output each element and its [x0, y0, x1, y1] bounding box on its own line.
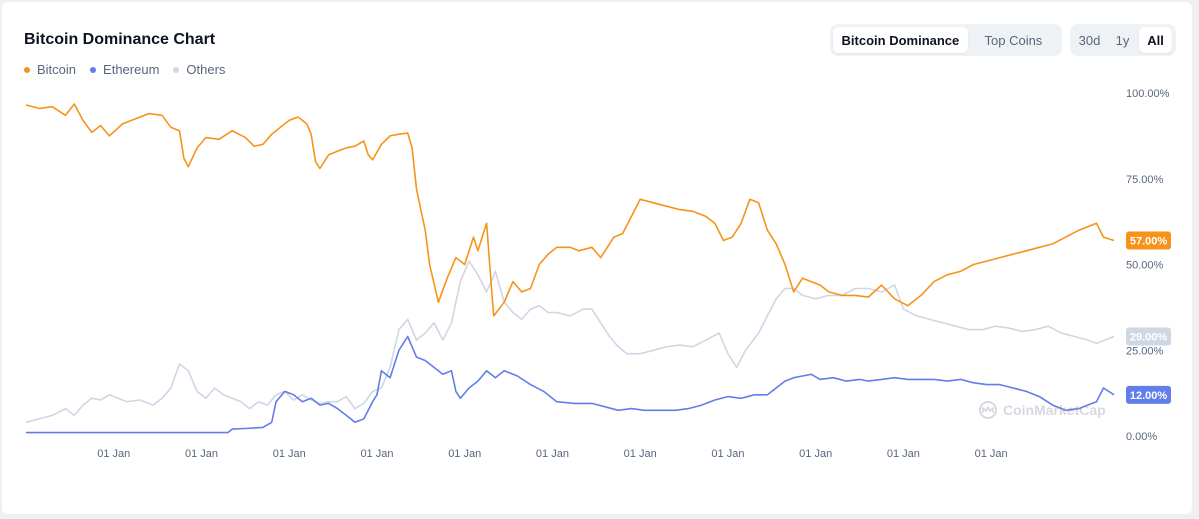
dominance-chart[interactable]: 100.00% 75.00% 50.00% 25.00% 0.00% 01 Jan 01 J…	[2, 2, 1192, 514]
x-tick-label: 01 Jan	[448, 448, 481, 460]
series-line-others	[25, 260, 1115, 424]
value-badge-label-others: 29.00%	[1130, 332, 1168, 344]
chart-card: Bitcoin Dominance Chart Bitcoin Ethereum…	[2, 2, 1192, 514]
range-30d-button[interactable]: 30d	[1078, 32, 1101, 48]
x-tick-label: 01 Jan	[799, 448, 832, 460]
range-toggle: 30d 1y All	[1070, 24, 1176, 56]
x-tick-label: 01 Jan	[624, 448, 657, 460]
legend-item-bitcoin[interactable]: Bitcoin	[24, 62, 76, 77]
legend-label-others: Others	[186, 62, 226, 77]
coinmarketcap-logo-icon	[979, 401, 997, 419]
watermark: CoinMarketCap	[978, 400, 1106, 420]
value-badge-label-ethereum: 12.00%	[1130, 390, 1168, 402]
chart-title: Bitcoin Dominance Chart	[24, 31, 216, 48]
range-1y-button[interactable]: 1y	[1115, 32, 1130, 48]
series-line-bitcoin	[25, 103, 1115, 317]
value-badge-label-bitcoin: 57.00%	[1130, 235, 1168, 247]
x-tick-label: 01 Jan	[185, 448, 218, 460]
view-toggle: Bitcoin Dominance Top Coins	[830, 24, 1062, 56]
x-tick-label: 01 Jan	[711, 448, 744, 460]
x-tick-label: 01 Jan	[975, 448, 1008, 460]
series-line-ethereum	[26, 335, 1115, 434]
value-badge-others	[1126, 327, 1171, 346]
legend-label-bitcoin: Bitcoin	[37, 62, 77, 77]
y-tick-label: 25.00%	[1126, 345, 1164, 357]
legend-label-ethereum: Ethereum	[103, 62, 160, 77]
x-tick-label: 01 Jan	[97, 448, 130, 460]
y-tick-label: 75.00%	[1126, 174, 1164, 186]
x-tick-label: 01 Jan	[887, 448, 920, 460]
legend-dot-bitcoin	[24, 66, 30, 73]
range-all-button[interactable]: All	[1139, 27, 1172, 53]
y-tick-label: 0.00%	[1126, 431, 1157, 443]
y-tick-label: 100.00%	[1126, 88, 1170, 100]
value-badge-bitcoin	[1126, 231, 1171, 250]
legend-dot-ethereum	[90, 66, 97, 73]
legend-item-others[interactable]: Others	[173, 62, 225, 77]
legend-item-ethereum[interactable]: Ethereum	[90, 62, 159, 77]
tab-top-coins[interactable]: Top Coins	[984, 32, 1043, 48]
x-tick-label: 01 Jan	[273, 448, 306, 460]
x-tick-label: 01 Jan	[360, 448, 393, 460]
chart-legend: Bitcoin Ethereum Others	[24, 62, 225, 77]
watermark-text: CoinMarketCap	[1003, 402, 1106, 418]
y-tick-label: 50.00%	[1126, 260, 1164, 272]
tab-bitcoin-dominance[interactable]: Bitcoin Dominance	[833, 27, 968, 53]
x-tick-label: 01 Jan	[536, 448, 569, 460]
value-badge-ethereum	[1126, 385, 1171, 404]
legend-dot-others	[173, 66, 180, 73]
